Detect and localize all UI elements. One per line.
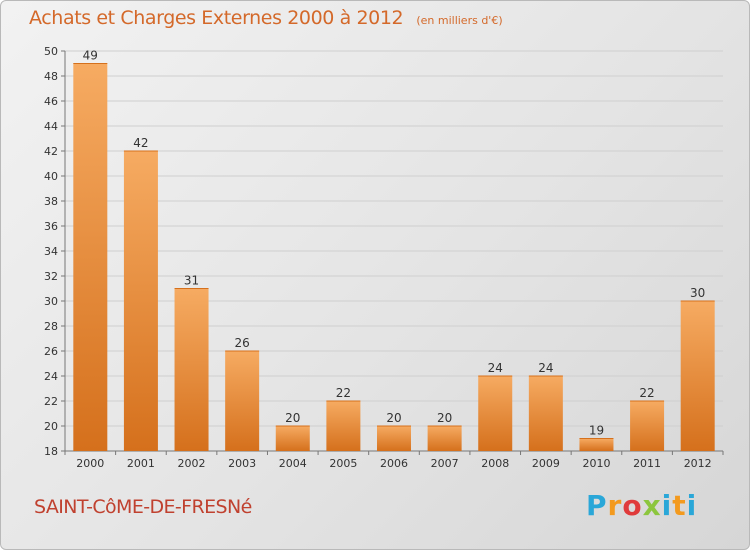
x-tick-label: 2004 <box>279 457 307 470</box>
bar <box>275 426 310 451</box>
data-label: 20 <box>437 411 452 425</box>
x-tick-label: 2001 <box>127 457 155 470</box>
bar <box>174 288 209 451</box>
x-tick-label: 2000 <box>76 457 104 470</box>
title-row: Achats et Charges Externes 2000 à 2012 (… <box>29 7 503 29</box>
data-label: 22 <box>639 386 654 400</box>
bar <box>326 401 361 451</box>
x-tick-label: 2009 <box>532 457 560 470</box>
x-tick-label: 2008 <box>481 457 509 470</box>
y-tick-label: 50 <box>44 45 58 58</box>
data-label: 20 <box>285 411 300 425</box>
y-tick-label: 18 <box>44 445 58 458</box>
data-label: 22 <box>336 386 351 400</box>
bar <box>528 376 563 451</box>
x-tick-label: 2002 <box>178 457 206 470</box>
data-label: 30 <box>690 286 705 300</box>
y-tick-label: 42 <box>44 145 58 158</box>
y-tick-label: 44 <box>44 120 58 133</box>
x-tick-label: 2007 <box>431 457 459 470</box>
x-tick-label: 2005 <box>329 457 357 470</box>
y-tick-label: 32 <box>44 270 58 283</box>
bar <box>377 426 411 451</box>
bar <box>579 438 614 451</box>
proxiti-logo: Proxiti <box>586 489 698 522</box>
bar <box>427 426 462 451</box>
data-label: 49 <box>83 49 98 63</box>
y-tick-label: 22 <box>44 395 58 408</box>
data-label: 20 <box>386 411 401 425</box>
x-tick-label: 2011 <box>633 457 661 470</box>
y-tick-label: 40 <box>44 170 58 183</box>
bar <box>478 376 513 451</box>
y-tick-label: 20 <box>44 420 58 433</box>
y-tick-label: 48 <box>44 70 58 83</box>
x-tick-label: 2003 <box>228 457 256 470</box>
bar <box>123 151 158 451</box>
bar <box>73 63 108 451</box>
data-label: 26 <box>235 336 250 350</box>
chart-title: Achats et Charges Externes 2000 à 2012 <box>29 7 404 29</box>
y-tick-label: 26 <box>44 345 58 358</box>
data-label: 24 <box>538 361 553 375</box>
bar <box>680 301 715 451</box>
x-tick-label: 2012 <box>684 457 712 470</box>
y-tick-label: 38 <box>44 195 58 208</box>
grid-lines <box>65 50 723 452</box>
bar <box>225 351 260 451</box>
town-name: SAINT-CôME-DE-FRESNé <box>34 496 252 518</box>
x-tick-label: 2006 <box>380 457 408 470</box>
bar <box>630 401 665 451</box>
data-label: 19 <box>589 424 604 438</box>
data-label: 31 <box>184 274 199 288</box>
data-label: 42 <box>133 136 148 150</box>
y-tick-label: 36 <box>44 220 58 233</box>
chart-unit: (en milliers d'€) <box>416 14 503 27</box>
data-labels: 49 42 31 26 20 22 20 20 24 24 19 22 30 <box>83 49 706 438</box>
y-tick-label: 46 <box>44 95 58 108</box>
y-tick-label: 24 <box>44 370 58 383</box>
axes: 18 20 22 24 26 28 30 32 34 36 38 40 42 44 46 48 50 2000 20… <box>44 45 724 470</box>
y-tick-label: 34 <box>44 245 58 258</box>
x-tick-label: 2010 <box>582 457 610 470</box>
y-tick-label: 28 <box>44 320 58 333</box>
y-tick-label: 30 <box>44 295 58 308</box>
data-label: 24 <box>488 361 503 375</box>
bars <box>73 63 715 451</box>
